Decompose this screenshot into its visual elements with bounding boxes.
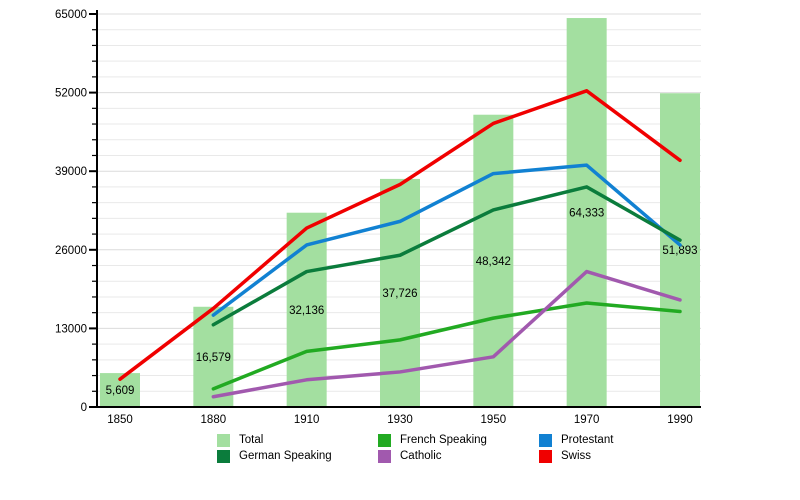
y-tick-label: 39000 — [55, 166, 87, 178]
bar-value-label-1970: 64,333 — [569, 208, 604, 220]
line-german-speaking — [211, 185, 682, 327]
legend-swatch — [539, 433, 552, 447]
y-tick-label: 13000 — [55, 323, 87, 335]
legend-item-french-speaking: French Speaking — [378, 432, 539, 448]
legend-swatch — [217, 449, 230, 463]
line-swiss — [118, 89, 682, 381]
x-tick-label-1990: 1990 — [667, 414, 693, 426]
y-tick-label: 52000 — [55, 88, 87, 100]
x-tick-label-1850: 1850 — [107, 414, 133, 426]
legend-label: Swiss — [561, 449, 592, 462]
legend-label: French Speaking — [400, 433, 487, 446]
legend-item-german-speaking: German Speaking — [217, 448, 378, 464]
legend-label: Protestant — [561, 433, 614, 446]
bar-value-label-1850: 5,609 — [106, 385, 135, 397]
legend-item-catholic: Catholic — [378, 448, 539, 464]
legend-item-swiss: Swiss — [539, 448, 613, 464]
legend-swatch — [539, 449, 552, 463]
y-tick-label: 0 — [81, 402, 87, 414]
x-tick-label-1880: 1880 — [201, 414, 227, 426]
bar-value-label-1950: 48,342 — [476, 256, 511, 268]
y-tick-label: 65000 — [55, 9, 87, 21]
line-protestant — [211, 163, 682, 317]
line-french-speaking — [211, 301, 682, 391]
legend-item-total: Total — [217, 432, 378, 448]
legend-label: Catholic — [400, 449, 442, 462]
legend-label: Total — [239, 433, 264, 446]
legend-label: German Speaking — [239, 449, 332, 462]
y-tick-label: 26000 — [55, 245, 87, 257]
bar-value-label-1930: 37,726 — [382, 288, 417, 300]
line-catholic — [211, 269, 682, 399]
legend-swatch — [378, 433, 391, 447]
bar-value-label-1990: 51,893 — [662, 245, 697, 257]
x-tick-label-1910: 1910 — [294, 414, 320, 426]
x-tick-label-1930: 1930 — [387, 414, 413, 426]
x-tick-label-1970: 1970 — [574, 414, 600, 426]
chart-legend: Total German Speaking French Speaking Ca… — [217, 432, 613, 464]
bar-value-label-1880: 16,579 — [196, 352, 231, 364]
bar-value-label-1910: 32,136 — [289, 305, 324, 317]
legend-swatch — [217, 433, 230, 447]
bar-1970 — [566, 18, 607, 407]
legend-item-protestant: Protestant — [539, 432, 613, 448]
bar-1990 — [660, 93, 700, 406]
x-tick-label-1950: 1950 — [481, 414, 507, 426]
legend-swatch — [378, 449, 391, 463]
